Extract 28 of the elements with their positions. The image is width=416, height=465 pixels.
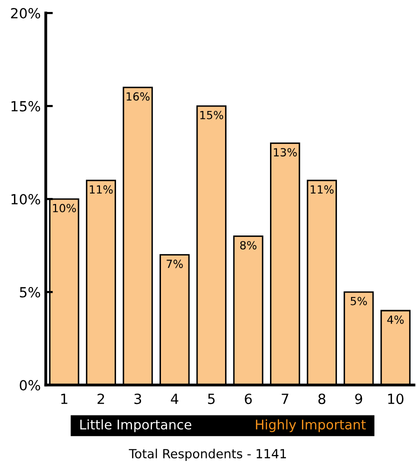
x-tick-label: 10 [388, 394, 404, 404]
x-tick-label: 6 [244, 394, 252, 404]
x-tick-label: 5 [208, 394, 215, 404]
data-label: 10% [53, 204, 76, 212]
data-label: 4% [387, 315, 404, 324]
data-label: 8% [240, 241, 256, 250]
data-label: 5% [350, 296, 367, 306]
data-label: 7% [166, 260, 183, 268]
data-label: 11% [90, 185, 113, 194]
text: Highly Important [256, 419, 366, 432]
y-tick-label: 15% [12, 100, 40, 112]
data-label: 13% [274, 148, 297, 156]
x-tick-label: 7 [282, 394, 288, 404]
x-tick-label: 8 [318, 394, 326, 404]
data-label: 16% [126, 92, 150, 101]
y-tick-label: 5% [20, 286, 40, 298]
x-tick-label: 3 [134, 394, 142, 404]
y-tick-label: 0% [20, 380, 40, 390]
data-label: 11% [310, 185, 334, 194]
x-tick-label: 9 [355, 394, 362, 404]
data-label: 15% [200, 110, 224, 120]
x-tick-label: 4 [170, 394, 178, 404]
x-tick-label: 1 [61, 394, 68, 404]
x-tick-label: 2 [98, 394, 104, 404]
text: Little Importance [80, 419, 192, 432]
y-tick-label: 10% [12, 194, 40, 204]
y-tick-label: 20% [11, 8, 40, 18]
text: Total Respondents - 1141 [128, 448, 286, 461]
